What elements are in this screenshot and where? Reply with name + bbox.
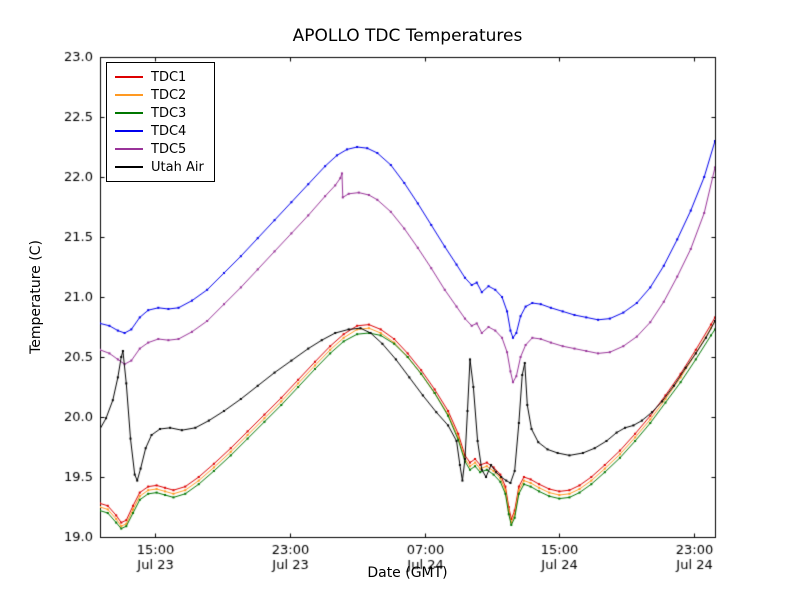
legend-label: Utah Air [151,159,204,175]
legend-item-tdc3: TDC3 [115,104,204,122]
legend-line-swatch [115,112,143,114]
y-axis-label: Temperature (C) [28,240,44,354]
legend-item-tdc1: TDC1 [115,68,204,86]
legend-item-tdc4: TDC4 [115,122,204,140]
legend-label: TDC1 [151,69,187,85]
legend-item-tdc5: TDC5 [115,140,204,158]
legend-label: TDC2 [151,87,187,103]
legend-item-tdc2: TDC2 [115,86,204,104]
legend-label: TDC5 [151,141,187,157]
x-axis-label: Date (GMT) [367,565,448,581]
legend-item-utah-air: Utah Air [115,158,204,176]
legend-label: TDC3 [151,105,187,121]
legend-label: TDC4 [151,123,187,139]
legend: TDC1 TDC2 TDC3 TDC4 TDC5 Utah Air [106,62,215,182]
legend-line-swatch [115,166,143,168]
chart-title: APOLLO TDC Temperatures [292,26,523,46]
legend-line-swatch [115,76,143,78]
legend-line-swatch [115,148,143,150]
legend-line-swatch [115,130,143,132]
legend-line-swatch [115,94,143,96]
